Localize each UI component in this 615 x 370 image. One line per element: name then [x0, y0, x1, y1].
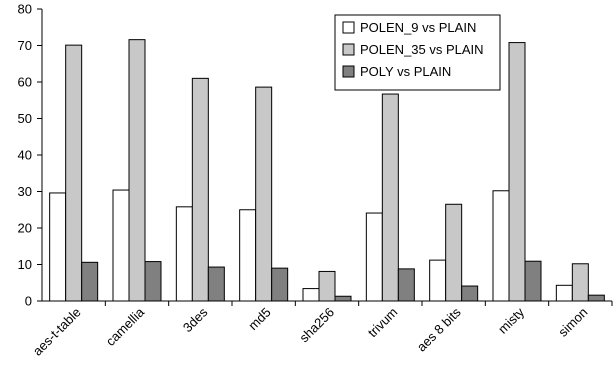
x-category-label: camellia [103, 304, 148, 349]
bar-aes-8-bits-series-2 [461, 285, 479, 302]
y-tick-label: 0 [25, 294, 32, 309]
bar-simon-series-2 [587, 294, 605, 302]
bar-sha256-series-2 [334, 295, 352, 302]
bar-aes-8-bits-series-1 [445, 203, 463, 302]
bar-3des-series-1 [191, 77, 209, 302]
y-tick-label: 10 [18, 257, 32, 272]
bar-aes-t-table-series-1 [65, 44, 83, 302]
bar-aes-t-table-series-2 [81, 261, 99, 302]
y-tick-label: 70 [18, 38, 32, 53]
x-axis: aes-t-table camellia 3des md5 sha256 trivum ae… [30, 300, 613, 359]
bar-aes-8-bits-series-0 [429, 259, 447, 302]
legend-swatch [342, 43, 355, 56]
x-category-label: aes-t-table [30, 305, 84, 359]
x-category-label: simon [555, 305, 590, 340]
x-category-label: misty [495, 304, 527, 336]
legend-swatch [342, 65, 355, 78]
y-tick-label: 40 [18, 148, 32, 163]
y-tick-label: 50 [18, 111, 32, 126]
bar-md5-series-2 [271, 267, 289, 302]
legend: POLEN_9 vs PLAIN POLEN_35 vs PLAIN POLY vs… [334, 14, 501, 91]
bar-aes-t-table-series-0 [49, 192, 67, 302]
bar-simon-series-1 [571, 263, 589, 302]
x-category-label: sha256 [296, 305, 337, 346]
bar-camellia-series-1 [128, 39, 146, 302]
x-category-label: 3des [180, 304, 211, 335]
bar-sha256-series-1 [318, 270, 336, 302]
bar-misty-series-2 [524, 260, 542, 302]
legend-label: POLEN_35 vs PLAIN [360, 42, 484, 57]
bar-md5-series-0 [239, 209, 257, 302]
x-category-label: md5 [245, 305, 273, 333]
legend-label: POLY vs PLAIN [360, 64, 451, 79]
y-tick-label: 60 [18, 75, 32, 90]
bar-camellia-series-0 [112, 189, 130, 302]
y-tick-label: 20 [18, 221, 32, 236]
bar-trivum-series-1 [381, 93, 399, 302]
bar-3des-series-0 [175, 206, 193, 302]
y-tick-label: 30 [18, 184, 32, 199]
bar-3des-series-2 [207, 266, 225, 302]
bar-misty-series-1 [508, 42, 526, 302]
legend-swatch [342, 21, 355, 34]
bar-camellia-series-2 [144, 261, 162, 302]
bar-trivum-series-0 [365, 212, 383, 302]
bars [49, 39, 605, 302]
legend-box [334, 14, 501, 91]
bar-simon-series-0 [555, 284, 573, 302]
bar-misty-series-0 [492, 190, 510, 302]
bar-trivum-series-2 [397, 268, 415, 302]
bar-sha256-series-0 [302, 288, 320, 302]
bar-md5-series-1 [255, 86, 273, 302]
legend-label: POLEN_9 vs PLAIN [360, 20, 476, 35]
y-tick-label: 80 [18, 2, 32, 17]
x-category-label: aes 8 bits [414, 304, 464, 354]
y-axis: 0 10 20 30 40 50 60 70 80 [18, 2, 43, 309]
x-category-label: trivum [365, 305, 401, 341]
